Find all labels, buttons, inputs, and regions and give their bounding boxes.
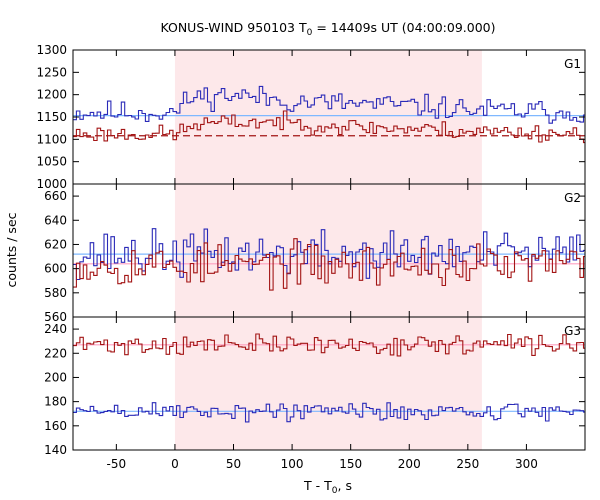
x-tick-label: 150 xyxy=(339,457,362,471)
y-tick-label: 1050 xyxy=(36,155,67,169)
x-axis-label-rest: , s xyxy=(338,478,352,493)
panel-g3-series-red xyxy=(73,333,585,357)
chart-title: KONUS-WIND 950103 T0 = 14409s UT (04:00:… xyxy=(160,20,495,38)
y-tick-label: 640 xyxy=(44,213,67,227)
y-tick-label: 140 xyxy=(44,443,67,457)
panel-g3-frame xyxy=(72,316,586,451)
panel-g1-series-red xyxy=(73,110,585,144)
y-tick-label: 560 xyxy=(44,310,67,324)
x-tick-label: 250 xyxy=(456,457,479,471)
panel-g2-series-red xyxy=(73,238,585,291)
x-axis-label-main: T - T xyxy=(303,478,332,493)
panel-g2-series-blue xyxy=(73,228,585,281)
y-axis-label: counts / sec xyxy=(4,212,19,287)
y-tick-label: 580 xyxy=(44,286,67,300)
y-tick-label: 240 xyxy=(44,322,67,336)
panel-label-g3: G3 xyxy=(564,324,581,338)
x-tick-label: 300 xyxy=(515,457,538,471)
y-tick-label: 620 xyxy=(44,237,67,251)
panel-g1-series-blue xyxy=(73,85,585,124)
y-tick-label: 200 xyxy=(44,370,67,384)
y-tick-label: 600 xyxy=(44,262,67,276)
x-tick-label: -50 xyxy=(107,457,127,471)
x-tick-label: 100 xyxy=(281,457,304,471)
panel-label-g1: G1 xyxy=(564,57,581,71)
y-tick-label: 1000 xyxy=(36,177,67,191)
x-axis-label-subscript: 0 xyxy=(332,486,338,496)
chart-title-subscript: 0 xyxy=(307,28,313,38)
y-tick-label: 1150 xyxy=(36,110,67,124)
x-tick-label: 50 xyxy=(226,457,241,471)
x-tick-label: 200 xyxy=(398,457,421,471)
y-tick-label: 1300 xyxy=(36,43,67,57)
chart-title-rest: = 14409s UT (04:00:09.000) xyxy=(312,20,495,35)
x-axis-label: T - T0, s xyxy=(303,478,352,496)
plot-area: 1000105011001150120012501300G15605806006… xyxy=(36,43,586,471)
chart-title-main: KONUS-WIND 950103 T xyxy=(160,20,306,35)
y-tick-label: 160 xyxy=(44,419,67,433)
y-tick-label: 180 xyxy=(44,395,67,409)
y-tick-label: 1250 xyxy=(36,65,67,79)
x-tick-label: 0 xyxy=(171,457,179,471)
panel-label-g2: G2 xyxy=(564,191,581,205)
y-tick-label: 1200 xyxy=(36,88,67,102)
panel-g3-series-blue xyxy=(73,402,585,423)
y-tick-label: 220 xyxy=(44,346,67,360)
y-tick-label: 660 xyxy=(44,189,67,203)
y-tick-label: 1100 xyxy=(36,132,67,146)
